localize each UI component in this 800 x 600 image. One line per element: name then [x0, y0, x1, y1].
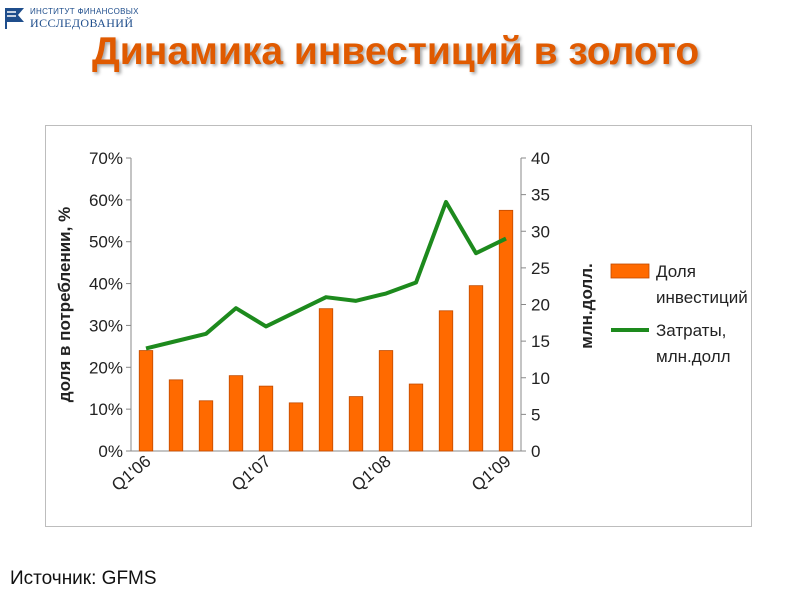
bar: [228, 375, 244, 452]
right-tick-label: 20: [531, 296, 550, 315]
left-tick-label: 50%: [89, 233, 123, 252]
left-tick-label: 30%: [89, 316, 123, 335]
right-tick-label: 5: [531, 405, 540, 424]
flag-icon: [5, 8, 24, 29]
bar: [438, 310, 454, 452]
right-axis-title: млн.долл.: [577, 263, 596, 348]
bar: [258, 385, 274, 452]
left-tick-label: 70%: [89, 149, 123, 168]
x-tick-label: Q1'08: [348, 452, 395, 495]
right-tick-label: 0: [531, 442, 540, 461]
logo: ИНСТИТУТ ФИНАНСОВЫХ ИССЛЕДОВАНИЙ: [4, 4, 154, 34]
bar: [288, 402, 304, 452]
left-tick-label: 40%: [89, 275, 123, 294]
right-tick-label: 30: [531, 222, 550, 241]
bar: [138, 350, 154, 452]
bar: [378, 350, 394, 452]
legend-bar-label-line2: инвестиций: [656, 288, 748, 307]
chart: 0% 10% 20% 30% 40% 50% 60% 70% 0 5 10 15 20 25 30 35 40 Q…: [55, 149, 748, 495]
right-tick-label: 15: [531, 332, 550, 351]
right-tick-label: 40: [531, 149, 550, 168]
right-tick-label: 10: [531, 369, 550, 388]
right-tick-label: 35: [531, 186, 550, 205]
line-series: [145, 199, 507, 351]
bar: [408, 383, 424, 452]
legend-bar-label-line1: Доля: [656, 262, 696, 281]
left-tick-label: 20%: [89, 358, 123, 377]
bar: [318, 308, 334, 452]
left-tick-label: 10%: [89, 400, 123, 419]
legend-line-label-line2: млн.долл: [656, 347, 731, 366]
bar: [348, 396, 364, 452]
x-tick-label: Q1'09: [468, 452, 515, 495]
bar: [498, 209, 514, 452]
left-tick-label: 60%: [89, 191, 123, 210]
right-tick-label: 25: [531, 259, 550, 278]
left-tick-label: 0%: [98, 442, 123, 461]
legend-line-label-line1: Затраты,: [656, 321, 726, 340]
left-axis-title: доля в потреблении, %: [55, 207, 74, 402]
x-tick-label: Q1'07: [228, 452, 275, 495]
bar: [468, 285, 484, 452]
source-note: Источник: GFMS: [10, 568, 157, 589]
page-title: Динамика инвестиций в золото: [92, 30, 700, 73]
logo-line1: ИНСТИТУТ ФИНАНСОВЫХ: [30, 7, 139, 16]
chart-container: 0% 10% 20% 30% 40% 50% 60% 70% 0 5 10 15 20 25 30 35 40 Q…: [45, 125, 752, 527]
legend-bar-swatch: [610, 263, 650, 279]
bar: [198, 400, 214, 452]
logo-line2: ИССЛЕДОВАНИЙ: [30, 16, 134, 30]
bar: [168, 379, 184, 452]
